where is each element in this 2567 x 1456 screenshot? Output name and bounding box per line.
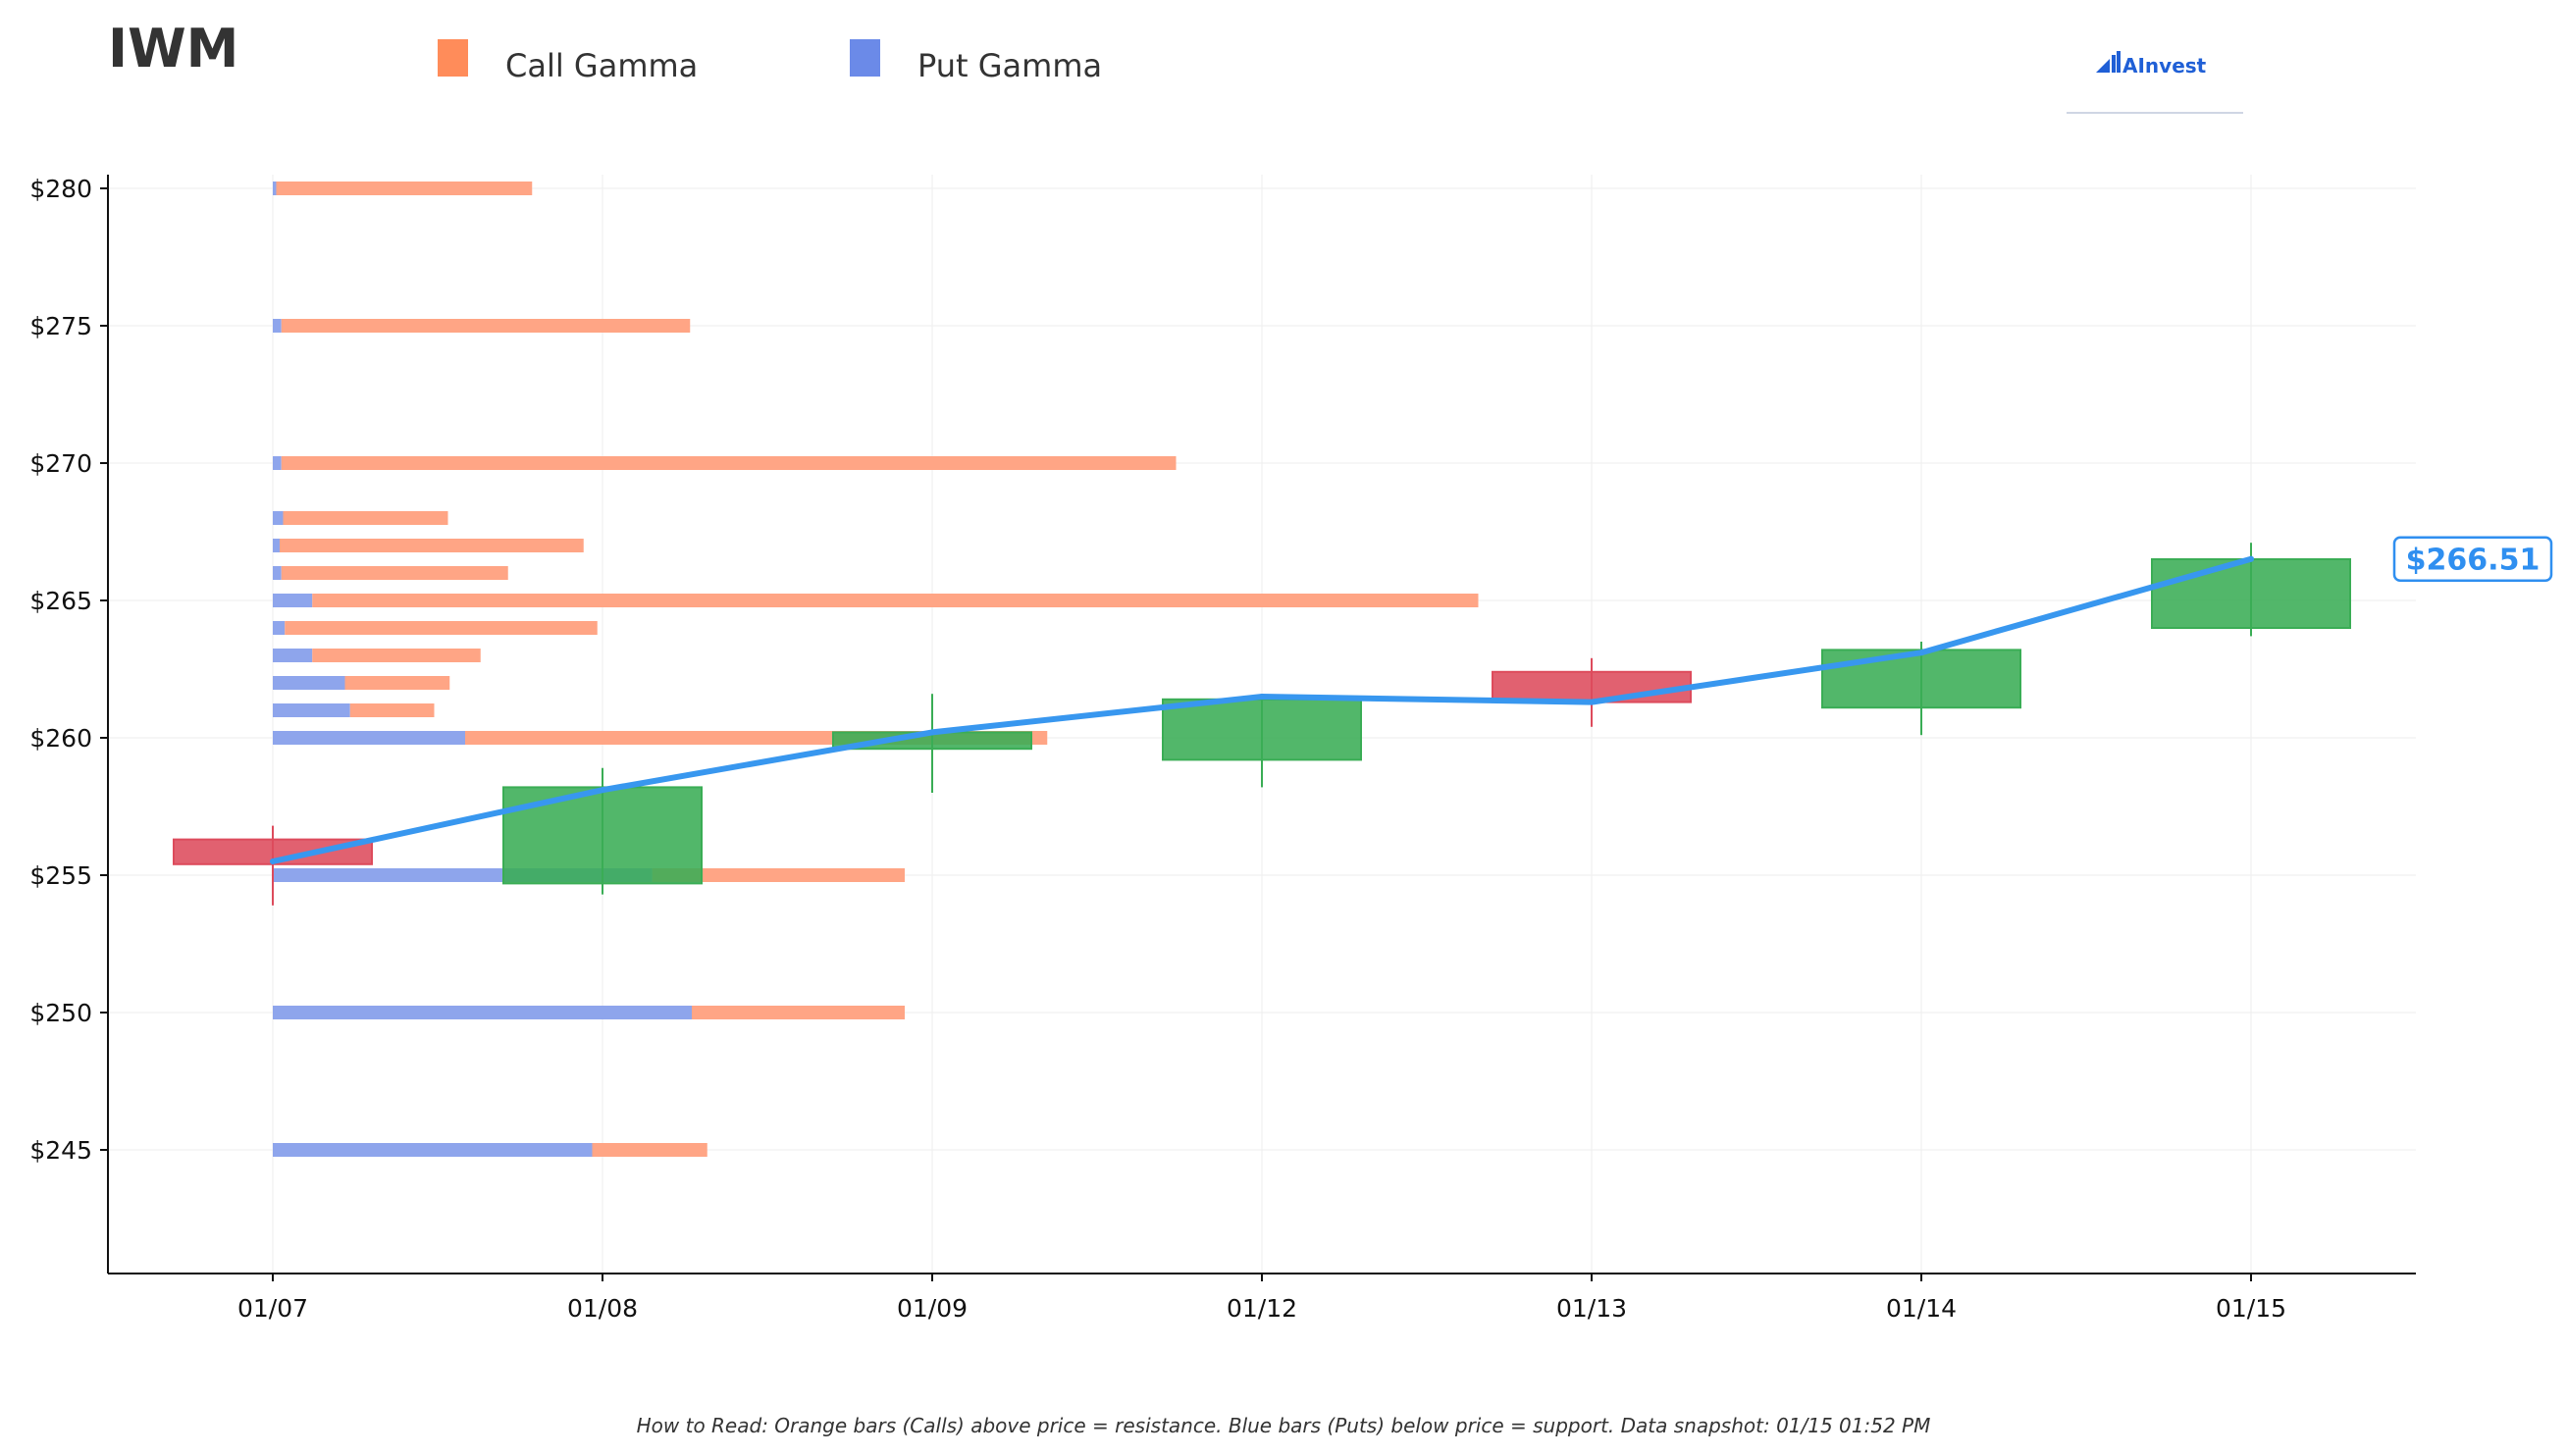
call-gamma-bar [312, 594, 1479, 607]
put-gamma-bar [273, 594, 313, 607]
y-tick-label: $260 [29, 724, 92, 753]
price-point [1918, 650, 1924, 656]
put-gamma-bar [273, 566, 282, 580]
put-gamma-bar [273, 1006, 692, 1019]
put-gamma-bar [273, 1143, 593, 1157]
y-tick-label: $265 [29, 587, 92, 615]
put-gamma-bar [273, 539, 280, 552]
call-gamma-bar [281, 566, 508, 580]
call-gamma-bar [280, 539, 584, 552]
price-line-layer [270, 555, 2254, 864]
last-price-badge: $266.51 [2392, 536, 2553, 582]
price-point [270, 858, 276, 864]
ainvest-logo-icon [2096, 51, 2121, 73]
ainvest-logo-text: AInvest [2122, 54, 2207, 78]
x-axis-ticks: 01/07 01/08 01/09 01/12 01/13 01/14 01/15 [237, 1274, 2286, 1323]
legend-call-label: Call Gamma [505, 47, 698, 84]
y-tick-label: $250 [29, 999, 92, 1027]
call-gamma-bar [281, 319, 691, 333]
put-gamma-bar [273, 456, 282, 470]
legend-put-swatch [850, 39, 880, 77]
put-gamma-bar [273, 182, 277, 195]
ainvest-logo: AInvest [2067, 51, 2243, 114]
call-gamma-bar [344, 676, 450, 690]
last-price-label: $266.51 [2406, 544, 2541, 578]
call-gamma-bar [276, 182, 533, 195]
price-point [1589, 699, 1595, 705]
x-tick-label: 01/07 [237, 1294, 308, 1323]
call-gamma-bar [692, 1006, 905, 1019]
call-gamma-bar [652, 868, 905, 882]
put-gamma-bar [273, 649, 313, 662]
chart-title: IWM [108, 18, 238, 79]
x-tick-label: 01/09 [897, 1294, 968, 1323]
call-gamma-bar [312, 649, 481, 662]
y-tick-label: $270 [29, 449, 92, 478]
y-tick-label: $245 [29, 1136, 92, 1165]
gamma-bars [273, 182, 1479, 1157]
legend-put-label: Put Gamma [917, 47, 1102, 84]
footnote: How to Read: Orange bars (Calls) above p… [637, 1414, 1931, 1437]
x-tick-label: 01/14 [1886, 1294, 1957, 1323]
x-tick-label: 01/08 [567, 1294, 638, 1323]
price-point [929, 729, 935, 736]
x-tick-label: 01/12 [1227, 1294, 1297, 1323]
call-gamma-bar [281, 456, 1177, 470]
y-tick-label: $275 [29, 312, 92, 340]
put-gamma-bar [273, 319, 282, 333]
y-tick-label: $255 [29, 861, 92, 890]
call-gamma-bar [592, 1143, 707, 1157]
legend-call-swatch [438, 39, 468, 77]
put-gamma-bar [273, 731, 465, 745]
price-point [600, 787, 605, 794]
price-point [1259, 694, 1265, 700]
x-tick-label: 01/15 [2216, 1294, 2286, 1323]
price-point [2248, 555, 2254, 562]
x-tick-label: 01/13 [1556, 1294, 1627, 1323]
put-gamma-bar [273, 511, 284, 525]
call-gamma-bar [283, 511, 448, 525]
y-axis-ticks: $245 $250 $255 $260 $265 $270 $275 $280 [29, 175, 108, 1165]
put-gamma-bar [273, 676, 345, 690]
call-gamma-bar [285, 621, 598, 635]
call-gamma-bar [349, 703, 435, 717]
put-gamma-bar [273, 703, 350, 717]
y-tick-label: $280 [29, 175, 92, 203]
put-gamma-bar [273, 621, 286, 635]
